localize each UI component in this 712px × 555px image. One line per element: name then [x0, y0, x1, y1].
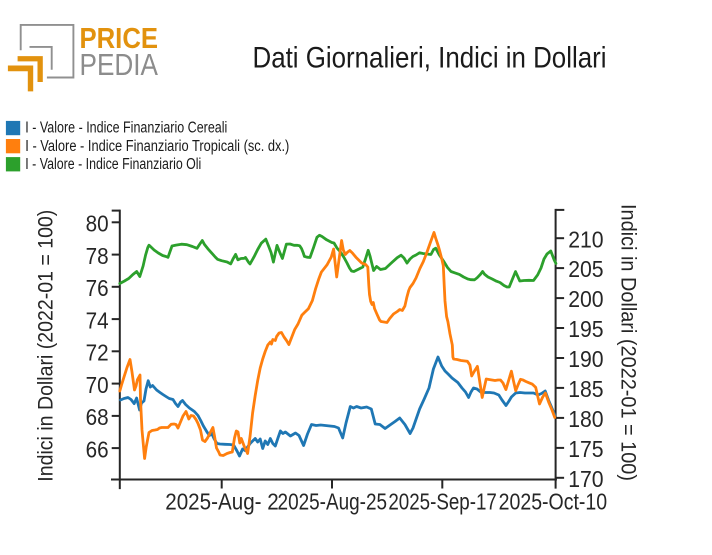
svg-text:185: 185 [568, 376, 603, 402]
svg-text:80: 80 [86, 211, 109, 237]
svg-text:180: 180 [568, 406, 603, 432]
svg-text:210: 210 [568, 226, 603, 252]
svg-text:Indici in Dollari (2022-01 = 1: Indici in Dollari (2022-01 = 100) [34, 210, 58, 482]
svg-text:I - Valore - Indice Finanziari: I - Valore - Indice Finanziario Cereali [25, 120, 227, 137]
svg-text:2025-Aug-25: 2025-Aug-25 [278, 489, 388, 515]
svg-text:76: 76 [86, 275, 109, 301]
svg-text:200: 200 [568, 286, 603, 312]
svg-text:78: 78 [86, 243, 109, 269]
svg-text:175: 175 [568, 436, 603, 462]
svg-text:2025-Oct-10: 2025-Oct-10 [499, 489, 608, 515]
svg-text:66: 66 [86, 436, 109, 462]
svg-text:68: 68 [86, 404, 109, 430]
svg-text:205: 205 [568, 256, 603, 282]
svg-text:74: 74 [86, 307, 109, 333]
svg-text:195: 195 [568, 316, 603, 342]
svg-text:2025-Sep-17: 2025-Sep-17 [388, 489, 497, 515]
svg-text:PRICE: PRICE [80, 23, 159, 55]
svg-text:Dati Giornalieri, Indici in Do: Dati Giornalieri, Indici in Dollari [253, 42, 607, 75]
svg-text:I - Valore - Indice Finanziari: I - Valore - Indice Finanziario Tropical… [25, 138, 289, 155]
svg-text:190: 190 [568, 346, 603, 372]
svg-text:I - Valore - Indice Finanziari: I - Valore - Indice Finanziario Oli [25, 156, 201, 173]
svg-text:Indici in Dollari (2022-01 = 1: Indici in Dollari (2022-01 = 100) [616, 204, 640, 481]
svg-text:72: 72 [86, 340, 109, 366]
svg-text:2025-Aug- 2: 2025-Aug- 2 [165, 489, 279, 515]
svg-text:170: 170 [568, 466, 603, 492]
svg-text:PEDIA: PEDIA [80, 48, 159, 82]
svg-text:70: 70 [86, 372, 109, 398]
